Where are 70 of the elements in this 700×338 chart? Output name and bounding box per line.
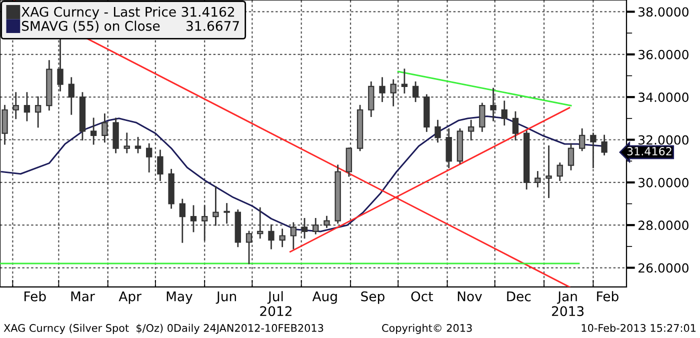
candlestick <box>346 148 352 177</box>
x-tick-label: Sep <box>361 291 384 304</box>
candlestick <box>412 81 419 102</box>
candlestick <box>434 120 441 143</box>
candlestick <box>124 132 130 154</box>
candlestick <box>468 120 474 140</box>
legend-label: SMAVG (55) on Close 31.6677 <box>22 20 239 32</box>
candlestick <box>257 207 264 239</box>
y-tick-label: 38.0000 <box>638 7 688 17</box>
y-tick-label: 26.0000 <box>638 263 688 273</box>
candlestick <box>212 186 219 226</box>
y-tick-label: 36.0000 <box>638 50 688 60</box>
candlestick <box>290 222 297 250</box>
candlestick <box>312 218 319 234</box>
x-tick-label: Jun <box>216 292 236 304</box>
x-tick-label: Jul 2012 <box>260 291 292 316</box>
candlestick <box>12 92 19 120</box>
candlestick <box>556 162 563 181</box>
candlestick <box>446 128 452 168</box>
candlestick <box>501 100 508 126</box>
x-tick-label: Feb <box>24 291 46 302</box>
candlestick <box>301 218 308 239</box>
x-tick-label: Jan 2013 <box>552 292 584 316</box>
candlestick <box>578 128 586 152</box>
candlestick <box>379 77 386 102</box>
text: 10-Feb-2013 15:27:01 <box>582 324 696 332</box>
candlestick <box>401 68 408 94</box>
candlestick <box>68 77 74 115</box>
annotation: 31.4162 <box>627 147 672 156</box>
candlestick <box>202 205 208 241</box>
candlestick <box>102 113 108 143</box>
candlestick <box>157 150 164 181</box>
candlestick <box>268 224 274 250</box>
text: Copyright© 2013 <box>382 324 472 334</box>
candlestick <box>324 216 330 228</box>
y-tick-label: 28.0000 <box>638 220 688 230</box>
candlestick <box>134 136 142 154</box>
candlestick <box>546 145 552 198</box>
candlestick <box>590 132 596 168</box>
x-tick-label: Oct <box>411 291 433 302</box>
x-tick-label: May <box>166 292 192 304</box>
x-tick-label: Aug <box>312 292 337 304</box>
y-tick-label: 34.0000 <box>638 92 688 102</box>
candlestick <box>2 104 8 145</box>
x-tick-label: Dec <box>507 292 531 302</box>
candlestick <box>601 134 608 156</box>
candlestick <box>224 203 230 224</box>
candlestick <box>490 88 496 122</box>
x-tick-label: Mar <box>71 292 95 302</box>
y-tick-label: 30.0000 <box>638 178 688 188</box>
candlestick <box>179 198 186 243</box>
legend-label: XAG Curncy - Last Price 31.4162 <box>22 6 234 20</box>
candlestick <box>246 230 252 264</box>
candlestick <box>279 228 286 248</box>
x-tick-label: Feb <box>597 291 618 302</box>
candlestick <box>479 102 486 132</box>
y-tick-label: 32.0000 <box>638 135 688 145</box>
candlestick <box>24 92 30 122</box>
candlestick <box>90 118 97 145</box>
candlestick <box>146 143 152 172</box>
candlestick <box>534 171 541 188</box>
candlestick <box>368 81 374 117</box>
x-tick-label: Apr <box>118 292 142 304</box>
candlestick <box>190 205 197 232</box>
text: XAG Curncy (Silver Spot $/Oz) 0Daily 24JAN2012-10FEB2013 <box>4 324 324 334</box>
candlestick <box>390 79 396 106</box>
x-tick-label: Nov <box>458 292 482 302</box>
candlestick <box>512 111 519 140</box>
candlestick <box>568 143 574 170</box>
candlestick <box>34 96 42 128</box>
